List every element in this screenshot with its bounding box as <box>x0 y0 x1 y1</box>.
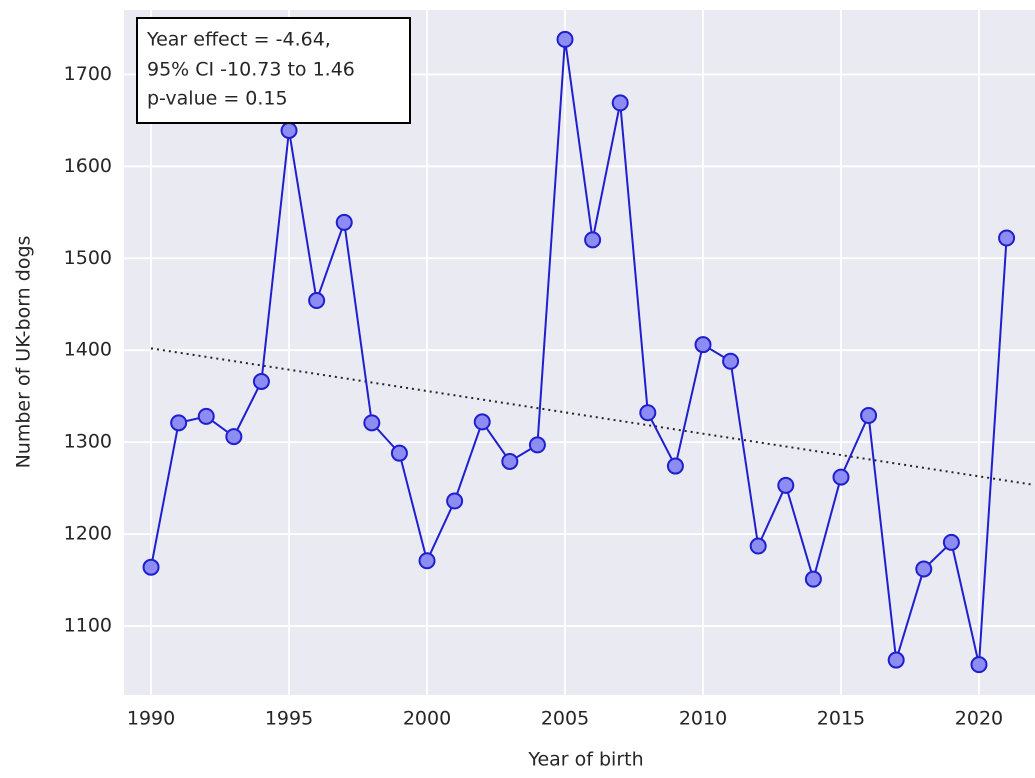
point <box>446 492 464 510</box>
point <box>970 656 988 674</box>
point <box>501 452 519 470</box>
point <box>998 229 1016 247</box>
point <box>170 414 188 432</box>
point <box>694 336 712 354</box>
y-axis-label: Number of UK-born dogs <box>13 236 35 469</box>
point <box>777 476 795 494</box>
x-tick-label: 2015 <box>817 708 865 730</box>
y-tick-label: 1300 <box>64 431 112 453</box>
point <box>860 406 878 424</box>
trend-line <box>150 347 1035 486</box>
marks <box>142 30 1035 674</box>
point <box>280 121 298 139</box>
point <box>335 213 353 231</box>
point <box>418 552 436 570</box>
point <box>584 231 602 249</box>
x-tick-label: 2000 <box>403 708 451 730</box>
x-tick-label: 1990 <box>127 708 175 730</box>
point <box>804 570 822 588</box>
point <box>915 560 933 578</box>
y-tick-label: 1100 <box>64 615 112 637</box>
y-tick-label: 1200 <box>64 523 112 545</box>
point <box>556 30 574 48</box>
annotation-box <box>136 17 411 124</box>
x-tick-label: 2010 <box>679 708 727 730</box>
point <box>942 533 960 551</box>
y-tick-label: 1700 <box>64 63 112 85</box>
y-tick-label: 1500 <box>64 247 112 269</box>
point <box>887 651 905 669</box>
point <box>197 407 215 425</box>
point <box>528 436 546 454</box>
point <box>225 428 243 446</box>
y-tick-label: 1600 <box>64 155 112 177</box>
point <box>308 292 326 310</box>
annotation-line: p-value = 0.15 <box>147 88 288 110</box>
point <box>611 94 629 112</box>
point <box>142 558 160 576</box>
x-axis-label: Year of birth <box>527 749 643 771</box>
series-line <box>150 39 1008 665</box>
x-tick-label: 2005 <box>541 708 589 730</box>
point <box>722 352 740 370</box>
point <box>749 537 767 555</box>
point <box>832 468 850 486</box>
plot-area <box>124 10 1035 695</box>
point <box>390 444 408 462</box>
point <box>363 414 381 432</box>
point <box>473 413 491 431</box>
y-tick-label: 1400 <box>64 339 112 361</box>
x-tick-label: 1995 <box>265 708 313 730</box>
point <box>252 372 270 390</box>
point <box>666 457 684 475</box>
x-tick-label: 2020 <box>955 708 1003 730</box>
point <box>639 404 657 422</box>
annotation-line: Year effect = -4.64, <box>146 29 331 51</box>
annotation-line: 95% CI -10.73 to 1.46 <box>147 59 355 81</box>
